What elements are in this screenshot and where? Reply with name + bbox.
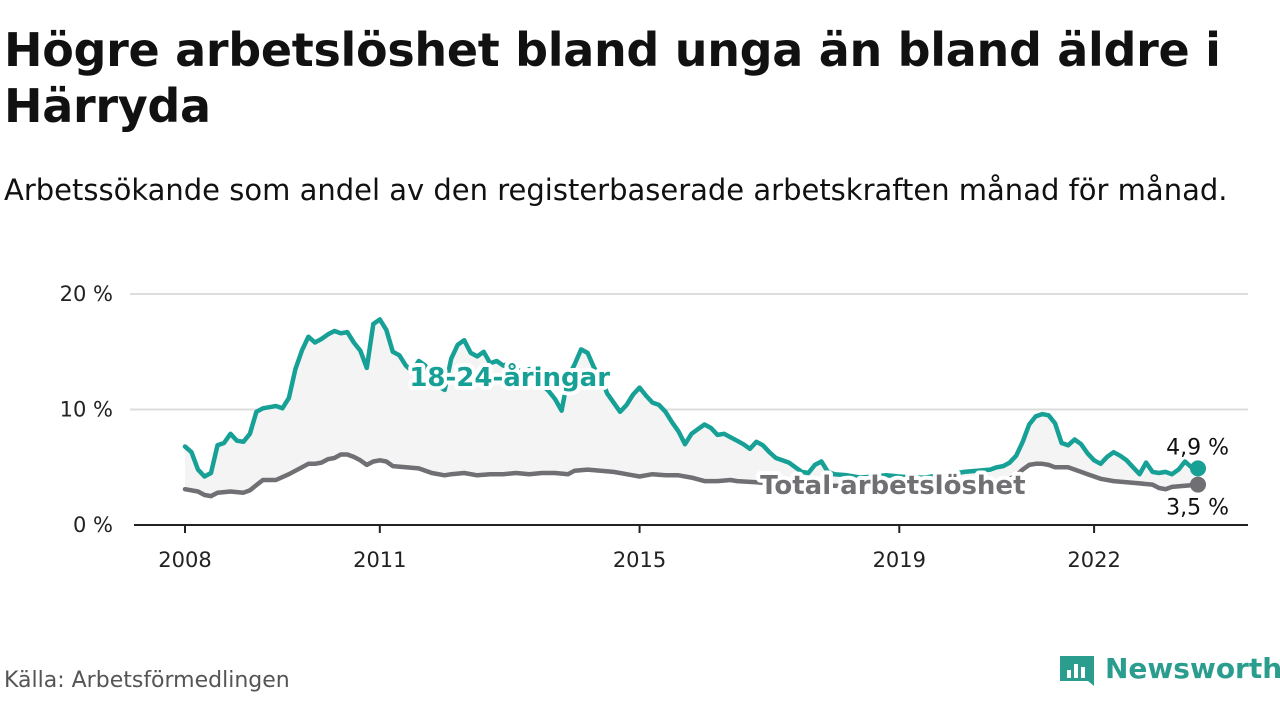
x-tick-label: 2019 xyxy=(873,548,926,572)
series-line-total xyxy=(182,452,1201,499)
series-lines xyxy=(182,317,1206,499)
x-tick-label: 2011 xyxy=(353,548,406,572)
youth-end-label: 4,9 % xyxy=(1166,435,1229,460)
total-series-label-halo: Total arbetslöshet xyxy=(760,471,1025,501)
youth-series-label: 18-24-åringar xyxy=(409,361,610,393)
youth-series-label-halo: 18-24-åringar xyxy=(409,361,610,393)
total-end-point xyxy=(1190,476,1206,493)
x-tick-label: 2022 xyxy=(1067,548,1120,572)
x-tick-label: 2008 xyxy=(158,548,211,572)
total-series-label: Total arbetslöshet xyxy=(760,471,1025,501)
y-tick-label: 0 % xyxy=(73,513,113,537)
newsworthy-logo-icon xyxy=(1060,656,1094,686)
x-tick-label: 2015 xyxy=(613,548,666,572)
youth-end-point xyxy=(1190,460,1206,477)
series-line-youth xyxy=(182,317,1201,480)
total-end-label: 3,5 % xyxy=(1166,496,1229,521)
x-axis: 0 % 10 % 20 % 2008 2011 2015 2019 2022 xyxy=(60,282,1248,572)
y-tick-label: 20 % xyxy=(60,282,113,306)
gap-fill xyxy=(185,319,1198,497)
chart-title: Högre arbetslöshet bland unga än bland ä… xyxy=(4,23,1221,133)
line-chart: 0 % 10 % 20 % 2008 2011 2015 2019 2022 18-24-år… xyxy=(60,282,1248,572)
logo-mark xyxy=(1060,656,1094,686)
y-tick-label: 10 % xyxy=(60,398,113,422)
gap-area xyxy=(185,319,1198,497)
brand-name: Newsworthy xyxy=(1105,652,1280,685)
chart-subtitle: Arbetssökande som andel av den registerb… xyxy=(4,173,1228,207)
source-note: Källa: Arbetsförmedlingen xyxy=(4,668,290,693)
